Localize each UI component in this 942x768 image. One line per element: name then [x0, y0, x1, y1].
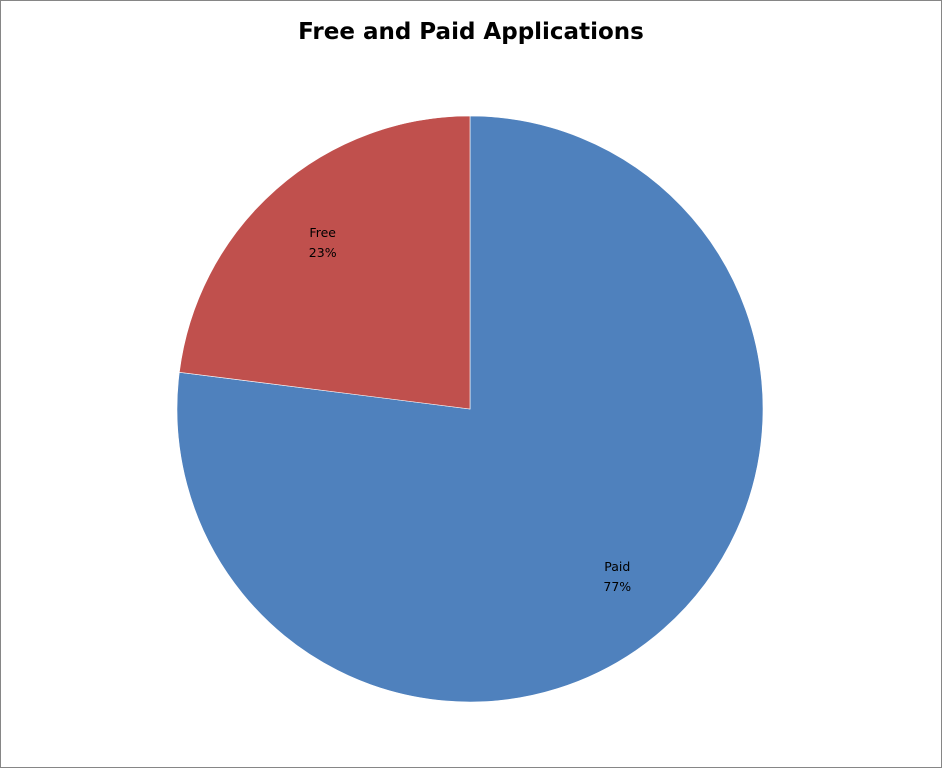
pie-slice-free [178, 115, 471, 410]
slice-percent-label-free: 23% [309, 245, 337, 260]
chart-title: Free and Paid Applications [298, 19, 644, 45]
pie-slices [176, 115, 764, 703]
slice-category-label-free: Free [309, 225, 336, 240]
pie-labels: Paid 77% Free 23% [309, 225, 632, 594]
slice-category-label-paid: Paid [604, 559, 630, 574]
slice-percent-label-paid: 77% [603, 579, 631, 594]
